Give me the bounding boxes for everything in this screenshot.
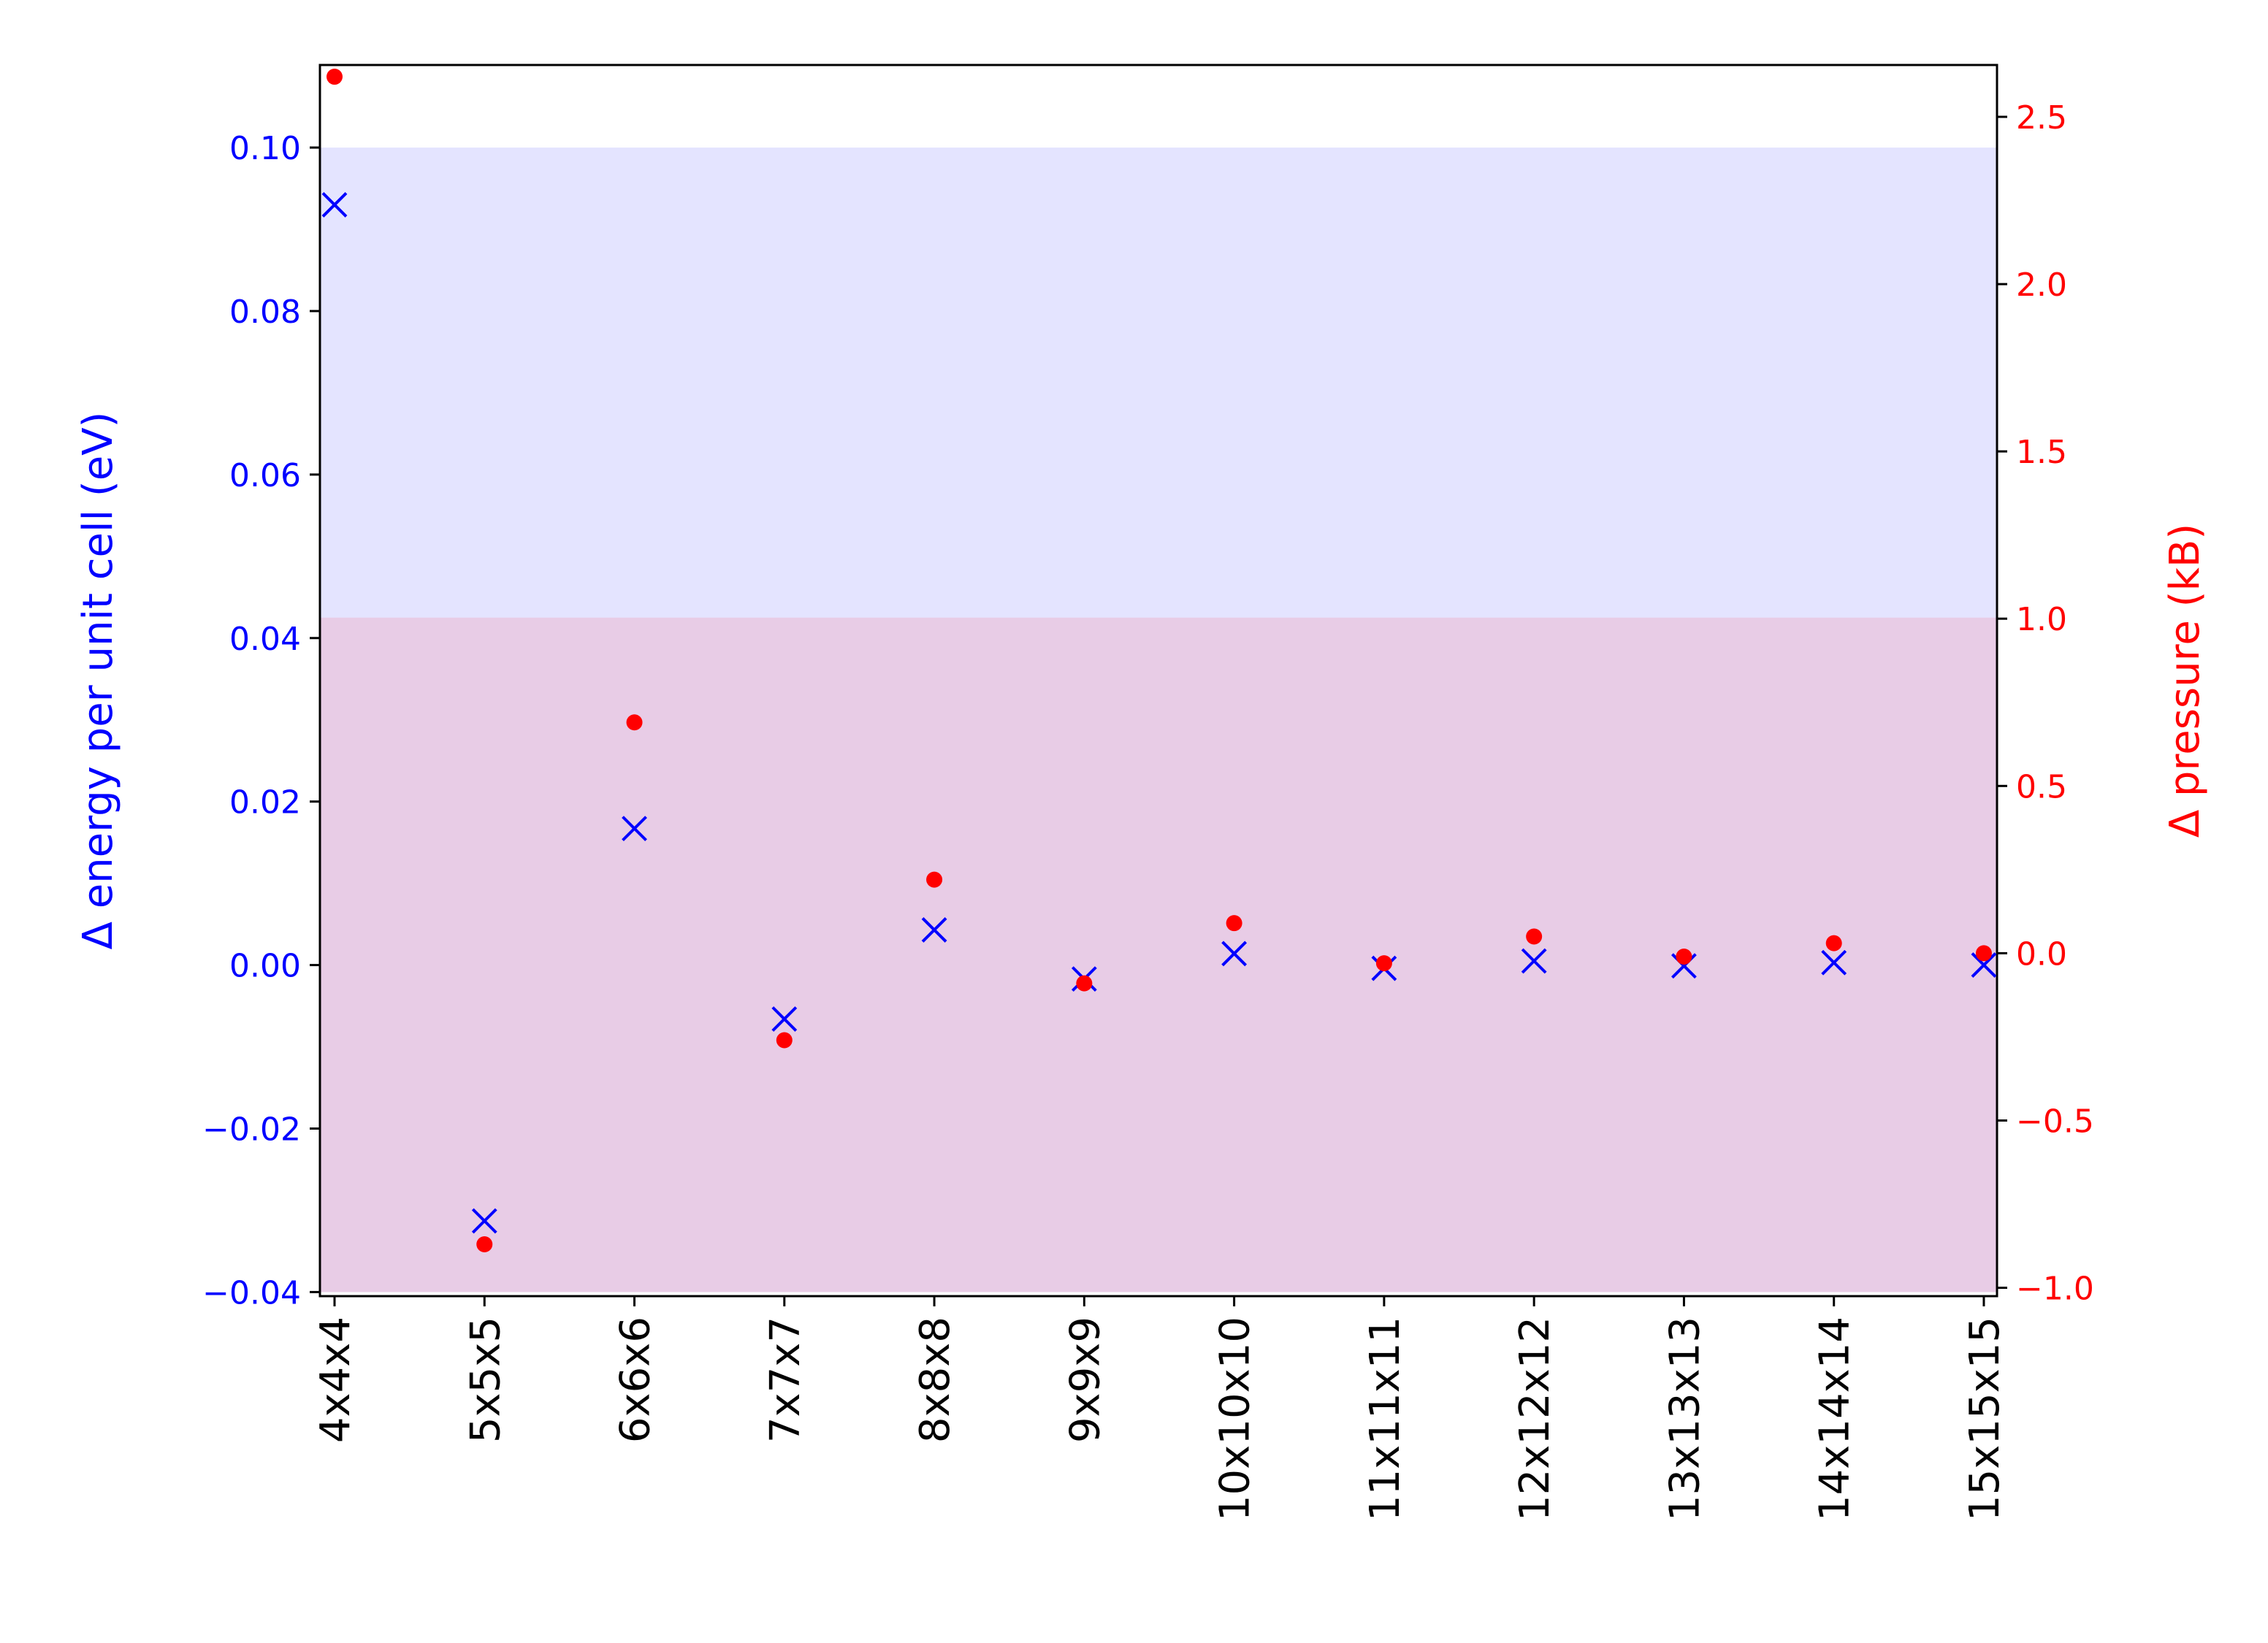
right-tick-label: 2.0 <box>2016 267 2067 304</box>
x-tick-label: 11x11x11 <box>1362 1317 1409 1521</box>
left-tick-label: −0.02 <box>202 1111 301 1148</box>
pressure-point <box>626 714 643 731</box>
right-tick-label: −1.0 <box>2016 1271 2094 1308</box>
energy-point <box>771 1006 798 1032</box>
pressure-point <box>926 871 943 888</box>
right-tick-label: 1.0 <box>2016 601 2067 638</box>
energy-point <box>921 917 947 943</box>
x-tick-label: 10x10x10 <box>1212 1317 1259 1521</box>
energy-point <box>321 192 348 218</box>
left-tick-label: 0.06 <box>229 457 301 494</box>
left-axis-label: Δ energy per unit cell (eV) <box>75 412 122 950</box>
right-tick-label: 2.5 <box>2016 99 2067 137</box>
pressure-series <box>327 69 1992 1252</box>
pressure-point <box>1226 915 1242 932</box>
x-tick-label: 4x4x4 <box>312 1317 359 1443</box>
pressure-point <box>1526 928 1543 945</box>
plot-border <box>318 64 1998 1298</box>
pressure-point <box>1076 975 1093 992</box>
x-tick-label: 6x6x6 <box>612 1317 660 1443</box>
energy-point-stroke-b <box>1221 941 1248 967</box>
x-tick-label: 12x12x12 <box>1511 1317 1559 1521</box>
right-tick-label: 0.5 <box>2016 768 2067 805</box>
energy-point-stroke-b <box>1821 949 1847 976</box>
x-tick-label: 15x15x15 <box>1961 1317 2009 1521</box>
energy-point-stroke-b <box>622 816 647 842</box>
right-tick-label: −0.5 <box>2016 1103 2094 1140</box>
band-1 <box>320 617 1997 1292</box>
pressure-point <box>476 1236 493 1252</box>
shaded-bands <box>320 148 1997 1292</box>
pressure-point <box>1975 945 1992 962</box>
x-tick-label: 7x7x7 <box>762 1317 809 1443</box>
energy-point <box>1971 952 1997 978</box>
pressure-point <box>776 1032 793 1049</box>
energy-point-stroke-b <box>1971 952 1997 978</box>
plot-frame <box>318 64 1998 1298</box>
pressure-point <box>1375 955 1392 972</box>
left-tick-label: 0.00 <box>229 948 301 985</box>
left-tick-label: 0.10 <box>229 130 301 167</box>
energy-point-stroke-b <box>771 1006 798 1032</box>
energy-point <box>1221 941 1248 967</box>
right-tick-label: 1.5 <box>2016 434 2067 471</box>
right-tick-label: 0.0 <box>2016 935 2067 973</box>
left-tick-label: 0.02 <box>229 784 301 822</box>
left-y-axis: −0.04 −0.02 0.00 0.02 0.04 0.06 0.08 0.10 <box>202 130 320 1311</box>
energy-point-stroke-b <box>921 917 947 943</box>
energy-point-stroke-b <box>471 1208 497 1234</box>
x-tick-label: 8x8x8 <box>912 1317 959 1443</box>
energy-point-stroke-b <box>1521 948 1547 974</box>
pressure-point <box>1825 935 1842 951</box>
left-tick-label: 0.04 <box>229 621 301 658</box>
energy-point <box>622 816 647 842</box>
left-tick-label: −0.04 <box>202 1274 301 1311</box>
energy-point <box>1821 949 1847 976</box>
x-tick-label: 14x14x14 <box>1811 1317 1859 1521</box>
pressure-point <box>1676 948 1692 965</box>
energy-point <box>471 1208 497 1234</box>
right-y-axis: −1.0 −0.5 0.0 0.5 1.0 1.5 2.0 2.5 <box>1997 99 2094 1308</box>
energy-point <box>1521 948 1547 974</box>
x-tick-label: 9x9x9 <box>1061 1317 1109 1443</box>
x-tick-label: 5x5x5 <box>462 1317 509 1443</box>
pressure-point <box>327 69 343 85</box>
right-axis-label: Δ pressure (kB) <box>2161 524 2209 838</box>
left-tick-label: 0.08 <box>229 294 301 331</box>
energy-point-stroke-b <box>321 192 348 218</box>
x-tick-label: 13x13x13 <box>1661 1317 1708 1521</box>
x-axis: 4x4x4 5x5x5 6x6x6 7x7x7 8x8x8 9x9x9 10x10x10 11… <box>312 1296 2009 1521</box>
